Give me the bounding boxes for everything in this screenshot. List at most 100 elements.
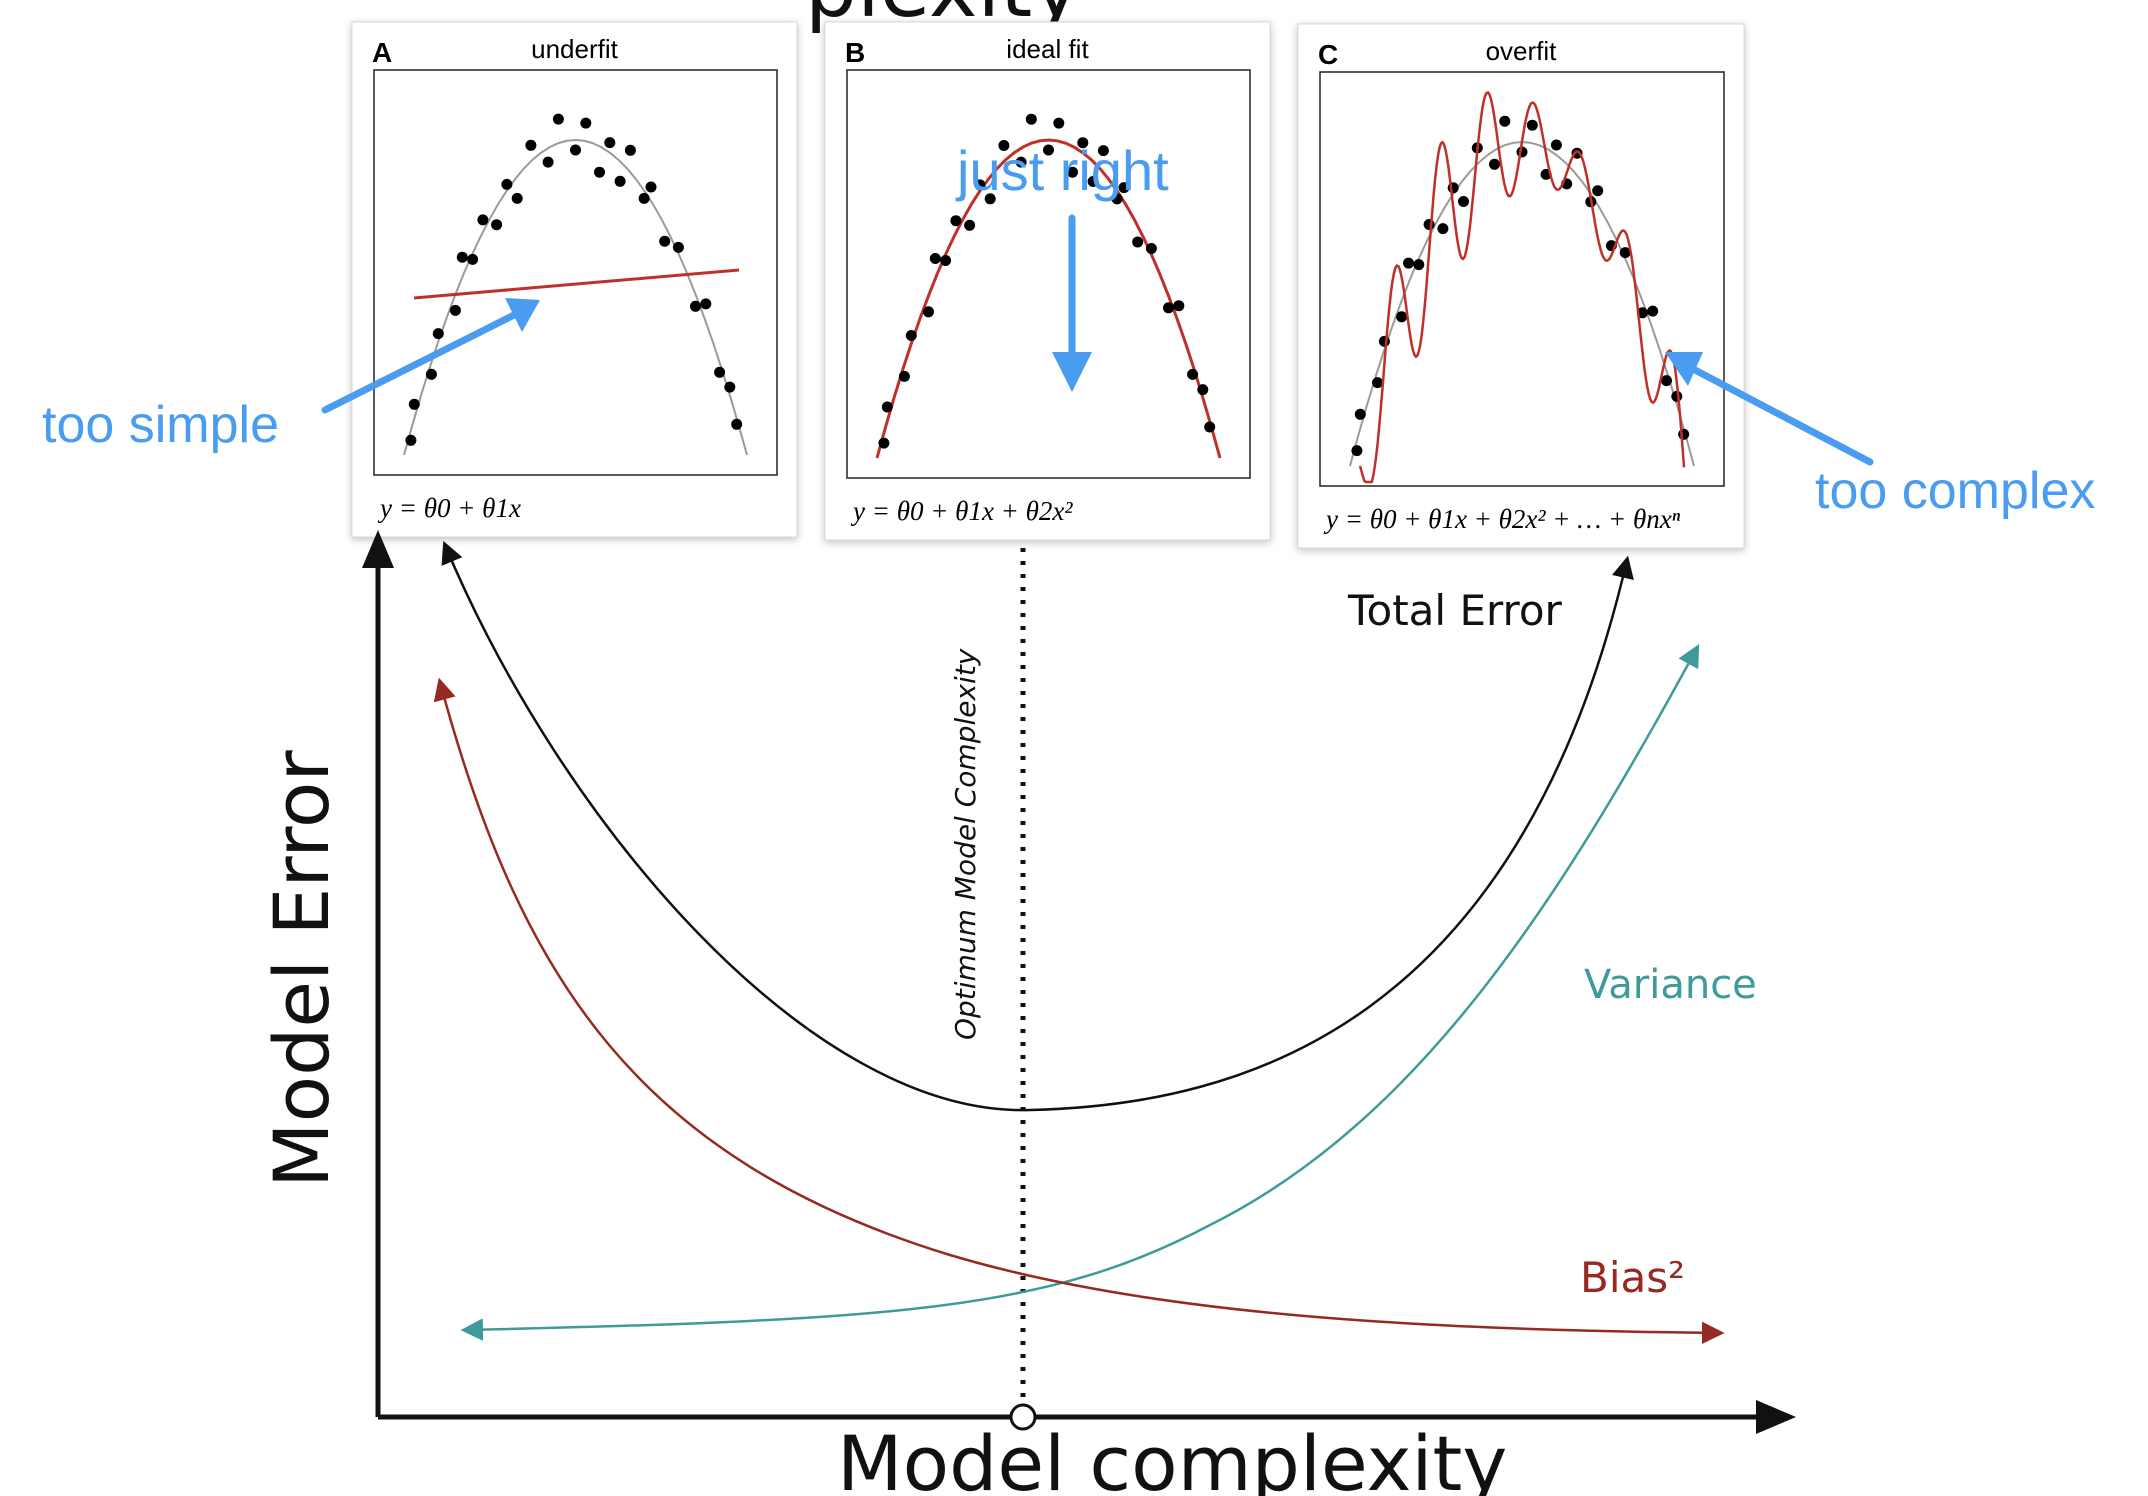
data-point bbox=[1087, 176, 1099, 187]
data-point bbox=[1526, 119, 1538, 131]
data-point bbox=[905, 330, 917, 341]
variance-curve: Variance bbox=[460, 644, 1757, 1341]
data-point bbox=[974, 179, 986, 191]
x-axis-arrow bbox=[1756, 1400, 1796, 1434]
data-point bbox=[1351, 445, 1363, 457]
data-point bbox=[1111, 193, 1123, 205]
total-error-label: Total Error bbox=[1347, 586, 1563, 635]
data-point bbox=[1053, 117, 1065, 129]
data-point bbox=[525, 139, 537, 151]
x-axis-label: Model complexity bbox=[837, 1419, 1507, 1496]
data-point bbox=[690, 300, 701, 312]
panel-formula: y = θ0 + θ1x + θ2x² + … + θnxⁿ bbox=[1323, 504, 1681, 534]
data-point bbox=[570, 144, 581, 156]
total-error-curve: Total Error bbox=[441, 540, 1634, 1112]
panel-title: underfit bbox=[531, 34, 618, 64]
data-point bbox=[1619, 247, 1631, 259]
data-point bbox=[1592, 185, 1604, 197]
panel-formula: y = θ0 + θ1x + θ2x² bbox=[850, 496, 1073, 526]
data-point bbox=[881, 401, 893, 413]
data-point bbox=[1354, 408, 1366, 420]
panel-letter: C bbox=[1318, 39, 1338, 70]
data-point bbox=[1458, 196, 1469, 207]
data-point bbox=[432, 328, 444, 340]
panel-title: overfit bbox=[1486, 36, 1558, 66]
data-point bbox=[1372, 377, 1383, 389]
data-point bbox=[511, 192, 523, 204]
fit-curve bbox=[875, 138, 1222, 459]
panel-formula: y = θ0 + θ1x bbox=[377, 493, 521, 523]
data-point bbox=[1661, 375, 1672, 387]
data-point bbox=[477, 214, 489, 226]
data-point bbox=[724, 381, 736, 393]
data-point bbox=[878, 437, 890, 449]
annotation-too-complex: too complex bbox=[1665, 352, 2095, 520]
data-point bbox=[1647, 305, 1659, 317]
data-point bbox=[923, 306, 934, 318]
data-point bbox=[1118, 182, 1130, 194]
data-point bbox=[491, 219, 503, 231]
data-point bbox=[1678, 428, 1690, 440]
data-point bbox=[929, 253, 941, 264]
too-simple-label: too simple bbox=[42, 396, 279, 454]
data-point bbox=[1489, 158, 1500, 170]
optimum-label: Optimum Model Complexity bbox=[949, 648, 982, 1040]
data-point bbox=[1197, 384, 1209, 396]
data-point bbox=[501, 178, 513, 190]
linear-fit-line bbox=[413, 268, 740, 300]
variance-label: Variance bbox=[1584, 962, 1757, 1008]
data-point bbox=[425, 368, 437, 380]
data-point bbox=[714, 366, 726, 378]
too-complex-label: too complex bbox=[1815, 462, 2095, 520]
data-point bbox=[594, 166, 605, 178]
data-point bbox=[1077, 137, 1089, 149]
data-point bbox=[1413, 259, 1425, 271]
data-point bbox=[552, 113, 564, 125]
annotation-just-right: just right bbox=[955, 139, 1169, 392]
plot-frame bbox=[373, 69, 778, 476]
panel-letter: B bbox=[845, 37, 865, 68]
data-point bbox=[1378, 335, 1390, 347]
y-axis-label: Model Error bbox=[257, 750, 346, 1188]
data-point bbox=[1132, 236, 1144, 248]
data-point bbox=[940, 255, 952, 266]
data-point bbox=[964, 219, 976, 231]
data-point bbox=[1550, 139, 1562, 151]
data-point bbox=[1423, 219, 1435, 230]
data-point bbox=[1015, 156, 1027, 168]
data-point bbox=[638, 192, 650, 204]
data-point bbox=[1396, 311, 1408, 323]
data-point bbox=[467, 253, 479, 265]
just-right-label: just right bbox=[955, 139, 1169, 202]
data-point bbox=[1437, 223, 1449, 235]
data-point bbox=[998, 140, 1010, 151]
data-point bbox=[1173, 300, 1185, 312]
data-point bbox=[1204, 421, 1216, 433]
data-point bbox=[604, 137, 616, 149]
data-point bbox=[1025, 113, 1037, 125]
data-point bbox=[950, 215, 962, 227]
data-point bbox=[1067, 166, 1078, 178]
plot-frame bbox=[1319, 71, 1725, 487]
data-point bbox=[984, 193, 996, 205]
data-point bbox=[580, 117, 592, 129]
data-point bbox=[700, 298, 712, 310]
data-point bbox=[614, 175, 626, 187]
data-point bbox=[645, 181, 657, 193]
bias-curve: Bias² bbox=[433, 677, 1725, 1345]
data-point bbox=[408, 398, 420, 410]
data-point bbox=[1145, 243, 1157, 254]
data-point bbox=[1403, 257, 1414, 269]
optimum-point bbox=[1009, 1403, 1037, 1431]
data-point bbox=[1163, 302, 1174, 314]
main-axes: Model Error Model complexity bbox=[257, 530, 1796, 1496]
data-point bbox=[624, 144, 636, 156]
data-point bbox=[898, 370, 910, 382]
data-point bbox=[1187, 368, 1199, 380]
data-point bbox=[731, 418, 743, 430]
